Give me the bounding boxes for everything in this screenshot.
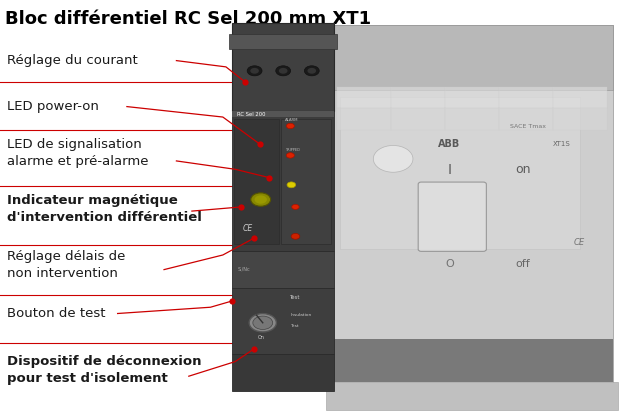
Text: RC Sel 200: RC Sel 200	[237, 112, 266, 117]
Circle shape	[253, 316, 272, 329]
Circle shape	[287, 123, 295, 129]
Text: ABB: ABB	[438, 139, 461, 149]
Circle shape	[308, 68, 316, 74]
FancyBboxPatch shape	[340, 97, 580, 249]
Text: CE: CE	[573, 237, 584, 247]
Circle shape	[291, 233, 300, 239]
FancyBboxPatch shape	[331, 25, 613, 90]
FancyBboxPatch shape	[445, 87, 499, 108]
Text: Indicateur magnétique
d'intervention différentiel: Indicateur magnétique d'intervention dif…	[7, 194, 202, 224]
FancyBboxPatch shape	[234, 119, 279, 244]
Circle shape	[247, 66, 262, 76]
FancyBboxPatch shape	[232, 354, 334, 391]
Text: Test: Test	[290, 324, 299, 329]
Text: Insulation: Insulation	[290, 314, 311, 317]
FancyBboxPatch shape	[326, 382, 618, 410]
FancyBboxPatch shape	[499, 87, 553, 108]
Circle shape	[250, 68, 259, 74]
Text: SACE Tmax: SACE Tmax	[510, 124, 547, 129]
Circle shape	[276, 66, 291, 76]
Circle shape	[279, 68, 288, 74]
Text: off: off	[515, 259, 530, 269]
Text: Dispositif de déconnexion
pour test d'isolement: Dispositif de déconnexion pour test d'is…	[7, 355, 202, 385]
Circle shape	[251, 193, 271, 206]
FancyBboxPatch shape	[232, 251, 334, 288]
Text: Bouton de test: Bouton de test	[7, 307, 106, 320]
FancyBboxPatch shape	[391, 87, 445, 108]
Text: TRIPPED: TRIPPED	[285, 148, 300, 152]
Text: XT1S: XT1S	[553, 141, 571, 148]
FancyBboxPatch shape	[232, 288, 334, 354]
FancyBboxPatch shape	[232, 23, 334, 111]
FancyBboxPatch shape	[232, 111, 334, 117]
Circle shape	[287, 153, 295, 158]
FancyBboxPatch shape	[553, 108, 607, 130]
FancyBboxPatch shape	[391, 108, 445, 130]
Circle shape	[254, 195, 267, 204]
Text: LED power-on: LED power-on	[7, 100, 99, 113]
Text: Bloc différentiel RC Sel 200 mm XT1: Bloc différentiel RC Sel 200 mm XT1	[5, 10, 371, 28]
Text: On: On	[258, 335, 264, 340]
Circle shape	[373, 145, 413, 172]
FancyBboxPatch shape	[337, 108, 391, 130]
Text: ALARM: ALARM	[285, 118, 299, 122]
Text: LED de signalisation
alarme et pré-alarme: LED de signalisation alarme et pré-alarm…	[7, 138, 149, 168]
FancyBboxPatch shape	[331, 25, 613, 387]
FancyBboxPatch shape	[229, 34, 337, 49]
Text: Test: Test	[290, 295, 301, 300]
Text: Réglage délais de
non intervention: Réglage délais de non intervention	[7, 250, 126, 280]
FancyBboxPatch shape	[499, 108, 553, 130]
Text: O: O	[445, 259, 454, 269]
Text: I: I	[448, 163, 451, 177]
FancyBboxPatch shape	[418, 182, 487, 251]
Text: Réglage du courant: Réglage du courant	[7, 54, 138, 67]
Circle shape	[249, 314, 276, 332]
FancyBboxPatch shape	[331, 339, 613, 382]
FancyBboxPatch shape	[232, 111, 334, 251]
Text: CE: CE	[243, 224, 253, 234]
Text: S./Nc: S./Nc	[237, 267, 250, 272]
FancyBboxPatch shape	[281, 119, 331, 244]
FancyBboxPatch shape	[337, 87, 391, 108]
Text: on: on	[515, 163, 530, 176]
Circle shape	[292, 204, 299, 209]
FancyBboxPatch shape	[553, 87, 607, 108]
FancyBboxPatch shape	[445, 108, 499, 130]
Circle shape	[305, 66, 319, 76]
Circle shape	[287, 182, 296, 188]
